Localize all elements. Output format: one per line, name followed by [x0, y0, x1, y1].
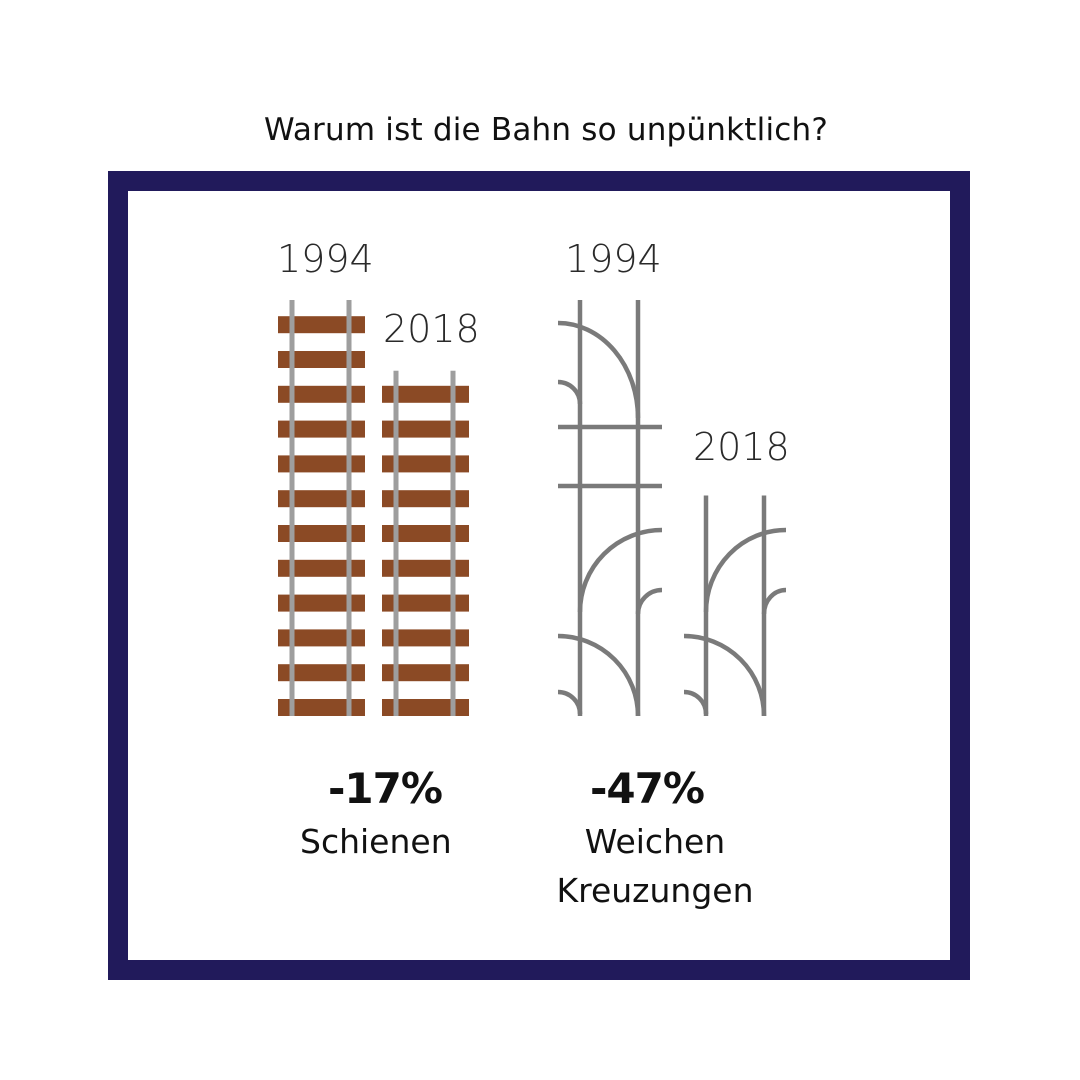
rails-year-2018-label: 2018	[383, 307, 480, 351]
sleeper	[278, 664, 365, 682]
rail	[346, 300, 352, 716]
sleeper	[382, 525, 469, 542]
sleeper	[382, 664, 469, 682]
switches-change-label: -47%	[590, 764, 705, 813]
switches-year-1994-label: 1994	[565, 237, 662, 281]
switch-curve	[557, 633, 641, 717]
sleeper	[278, 351, 365, 368]
switch-curve	[557, 689, 583, 715]
sleeper	[382, 699, 469, 716]
sleeper	[278, 594, 365, 612]
sleeper	[382, 385, 469, 403]
sleeper	[278, 385, 365, 403]
sleeper	[278, 455, 365, 473]
rail	[450, 370, 456, 716]
switch-curve	[577, 527, 663, 613]
switch-curve	[683, 689, 709, 715]
sleeper	[382, 594, 469, 612]
rails-change-label: -17%	[328, 764, 443, 813]
rail-switch-icon-2018	[683, 495, 787, 717]
switch-curve	[635, 587, 663, 615]
rail	[289, 300, 295, 716]
sleeper	[278, 316, 365, 334]
sleeper	[382, 559, 469, 577]
page-title: Warum ist die Bahn so unpünktlich?	[263, 112, 829, 148]
sleeper	[278, 525, 365, 542]
rails-category-label: Schienen	[300, 822, 452, 861]
rail-switch-icon-1994	[557, 300, 663, 717]
rail-track-icon-1994	[278, 300, 365, 716]
switch-curve	[683, 633, 767, 717]
switches-year-2018-label: 2018	[693, 425, 790, 469]
sleeper	[278, 490, 365, 508]
sleeper	[278, 699, 365, 716]
sleeper	[278, 629, 365, 647]
sleeper	[382, 455, 469, 473]
sleeper	[278, 420, 365, 438]
rails-year-1994-label: 1994	[277, 237, 374, 281]
sleeper	[278, 559, 365, 577]
infographic-frame	[108, 171, 970, 980]
sleeper	[382, 490, 469, 508]
switch-curve	[761, 587, 787, 615]
rail-track-icon-2018	[382, 370, 469, 716]
sleeper	[382, 420, 469, 438]
sleeper	[382, 629, 469, 647]
switches-category-label-line-2: Kreuzungen	[556, 871, 754, 910]
rail	[393, 370, 399, 716]
switch-curve	[557, 379, 583, 405]
switch-curve	[703, 527, 787, 613]
switches-category-label-line-1: Weichen	[584, 822, 726, 861]
switch-curve	[557, 320, 641, 419]
